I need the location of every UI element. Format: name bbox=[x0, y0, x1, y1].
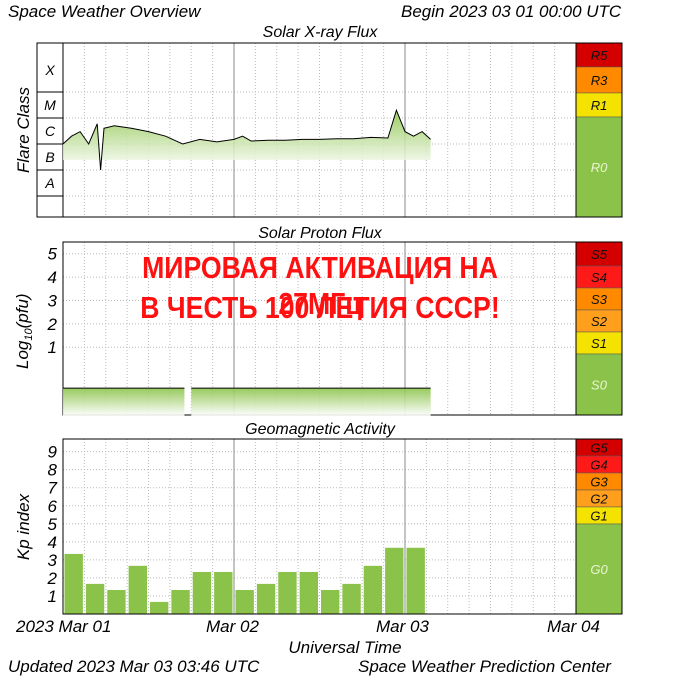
y-tick-label: 5 bbox=[48, 515, 58, 534]
y-tick-label: 3 bbox=[48, 291, 58, 310]
kp-bar bbox=[192, 571, 212, 614]
kp-bar bbox=[299, 571, 318, 614]
scale-band bbox=[575, 92, 623, 118]
y-tick-label: 4 bbox=[48, 268, 57, 287]
kp-bar bbox=[278, 571, 297, 614]
scale-band bbox=[575, 353, 623, 416]
proton-title: Solar Proton Flux bbox=[258, 225, 382, 242]
begin-time: Begin 2023 03 01 00:00 UTC bbox=[401, 2, 622, 21]
flare-class-label: A bbox=[44, 175, 54, 191]
flare-class-label: C bbox=[45, 123, 56, 139]
flare-class-label: X bbox=[44, 62, 55, 78]
scale-label: G3 bbox=[590, 475, 608, 490]
scale-label: R0 bbox=[591, 160, 608, 175]
kp-bar bbox=[214, 571, 233, 614]
page-title: Space Weather Overview bbox=[8, 2, 201, 21]
kp-bar bbox=[128, 565, 147, 614]
kp-bar bbox=[171, 590, 190, 614]
xray-title: Solar X-ray Flux bbox=[262, 24, 378, 41]
y-tick-label: 4 bbox=[48, 533, 57, 552]
kp-bar bbox=[85, 583, 105, 614]
kp-bar bbox=[385, 547, 404, 614]
xray-fill bbox=[63, 110, 431, 170]
kp-bar bbox=[406, 547, 425, 614]
proton-fill bbox=[191, 388, 431, 417]
kp-bar bbox=[342, 583, 361, 614]
x-tick-label: 2023 Mar 01 bbox=[16, 617, 112, 636]
kp-bar bbox=[107, 590, 126, 614]
scale-label: R3 bbox=[591, 73, 608, 88]
scale-label: S4 bbox=[591, 270, 607, 285]
updated-time: Updated 2023 Mar 03 03:46 UTC bbox=[8, 657, 260, 676]
x-tick-label: Mar 03 bbox=[376, 617, 429, 636]
y-tick-label: 6 bbox=[48, 497, 58, 516]
scale-label: G2 bbox=[590, 492, 608, 507]
kp-bar bbox=[235, 590, 254, 614]
scale-label: S2 bbox=[591, 314, 608, 329]
scale-band bbox=[575, 241, 623, 267]
x-axis-label: Universal Time bbox=[288, 638, 402, 657]
scale-band bbox=[575, 116, 623, 218]
scale-label: G1 bbox=[590, 509, 607, 524]
proton-fill bbox=[63, 388, 185, 417]
y-tick-label: 1 bbox=[48, 587, 57, 606]
scale-label: G5 bbox=[590, 441, 608, 456]
y-tick-label: 1 bbox=[48, 338, 57, 357]
scale-label: R5 bbox=[591, 48, 608, 63]
flare-class-label: M bbox=[44, 97, 56, 113]
scale-label: G4 bbox=[590, 458, 607, 473]
kp-bar bbox=[256, 583, 276, 614]
geomag-title: Geomagnetic Activity bbox=[245, 421, 395, 438]
flare-class-label: B bbox=[45, 149, 54, 165]
y-tick-label: 3 bbox=[48, 551, 58, 570]
kp-bar bbox=[150, 601, 169, 614]
xray-line bbox=[62, 108, 431, 171]
y-tick-label: 7 bbox=[48, 479, 58, 498]
y-tick-label: 2 bbox=[47, 315, 58, 334]
banner-line-1: МИРОВАЯ АКТИВАЦИЯ НА 27МГц bbox=[142, 250, 498, 321]
scale-label: S0 bbox=[591, 378, 608, 393]
kp-bar bbox=[321, 590, 340, 614]
banner-line-2: В ЧЕСТЬ 100 ЛЕТИЯ СССР! bbox=[140, 290, 500, 325]
y-tick-label: 2 bbox=[47, 569, 58, 588]
kp-bar bbox=[64, 553, 83, 614]
y-tick-label: 9 bbox=[48, 443, 58, 462]
kp-bar bbox=[363, 565, 383, 614]
source-credit: Space Weather Prediction Center bbox=[358, 657, 611, 676]
scale-label: S5 bbox=[591, 247, 608, 262]
scale-label: S3 bbox=[591, 292, 608, 307]
y-tick-label: 5 bbox=[48, 245, 58, 264]
x-tick-label: Mar 04 bbox=[547, 617, 600, 636]
y-tick-label: 8 bbox=[48, 461, 58, 480]
scale-label: G0 bbox=[590, 562, 608, 577]
x-tick-label: Mar 02 bbox=[206, 617, 259, 636]
scale-label: R1 bbox=[591, 98, 608, 113]
scale-label: S1 bbox=[591, 336, 607, 351]
flare-class-box bbox=[36, 42, 64, 218]
